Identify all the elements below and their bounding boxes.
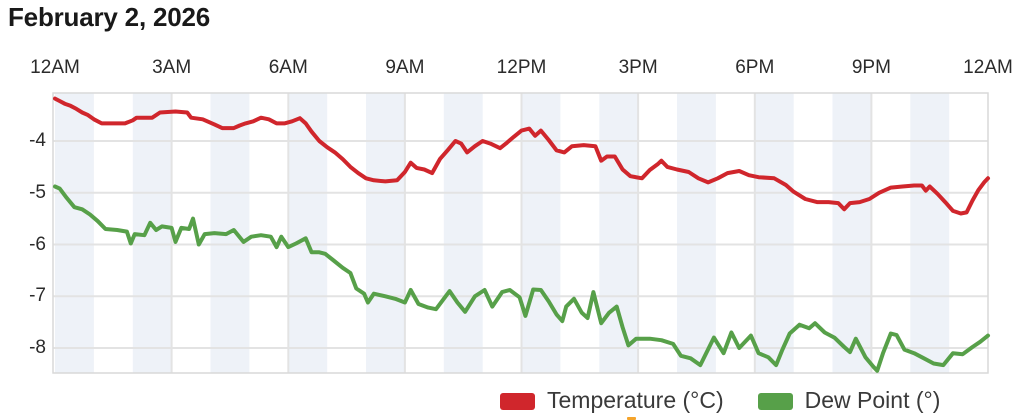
y-tick-label: -7 <box>29 285 46 307</box>
dew-point-swatch-icon <box>757 392 793 410</box>
hour-band <box>55 93 94 373</box>
legend-label-temperature: Temperature (°C) <box>547 387 724 413</box>
x-tick-label: 12AM <box>963 57 1013 78</box>
y-tick-label: -4 <box>29 130 46 151</box>
x-tick-label: 6AM <box>268 57 308 78</box>
hour-band <box>599 93 639 373</box>
hour-band <box>910 93 950 373</box>
legend-item-dew-point[interactable]: Dew Point (°) <box>757 387 941 413</box>
hour-band <box>677 93 716 373</box>
x-tick-label: 9PM <box>851 57 891 78</box>
dew-point-line <box>53 184 990 373</box>
temperature-line <box>53 96 990 216</box>
hour-band <box>366 93 405 373</box>
x-tick-label: 6PM <box>735 57 775 78</box>
hour-band <box>754 93 794 373</box>
x-tick-label: 9AM <box>385 57 425 78</box>
hour-band <box>443 93 483 373</box>
hour-band <box>288 93 328 373</box>
legend-item-temperature[interactable]: Temperature (°C) <box>500 388 724 412</box>
x-tick-label: 12PM <box>496 57 547 78</box>
x-tick-label: 12AM <box>30 57 80 78</box>
y-tick-label: -8 <box>29 337 46 358</box>
x-tick-label: 3PM <box>618 57 658 78</box>
temperature-swatch-icon <box>500 392 535 410</box>
legend-label-dew-point: Dew Point (°) <box>804 387 941 413</box>
page-title: February 2, 2026 <box>8 2 211 32</box>
hour-band <box>521 93 561 373</box>
orange-tick-mark <box>627 417 636 420</box>
y-tick-label: -5 <box>29 181 46 203</box>
y-tick-label: -6 <box>29 233 46 255</box>
x-tick-label: 3AM <box>152 57 192 78</box>
plot-border <box>52 92 989 374</box>
hour-band <box>832 93 872 373</box>
chart-legend: Temperature (°C) Dew Point (°) <box>500 388 940 412</box>
